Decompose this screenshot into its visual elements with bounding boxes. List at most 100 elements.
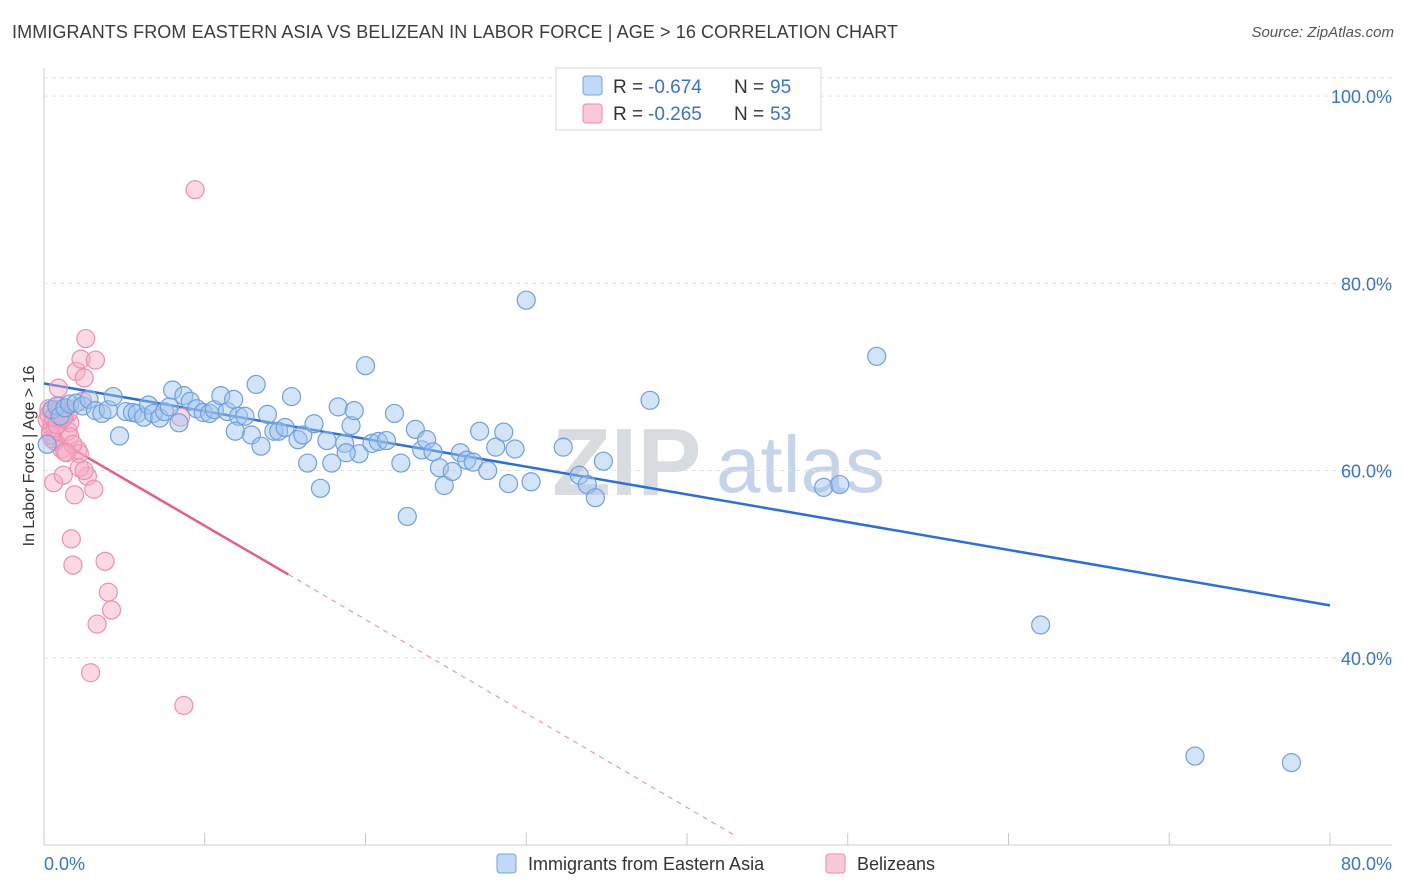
data-point-eastern-asia (251, 436, 271, 456)
data-point-belizean (98, 582, 118, 602)
data-point-belizean (85, 350, 106, 370)
data-point-eastern-asia (494, 422, 514, 442)
data-point-belizean (174, 695, 194, 716)
data-point-eastern-asia (1031, 615, 1051, 635)
data-point-eastern-asia (163, 380, 183, 400)
x-ticks (43, 833, 1331, 845)
legend-r-value-pink: -0.265 (648, 104, 702, 125)
data-point-eastern-asia (328, 397, 348, 417)
data-point-belizean (56, 443, 77, 463)
watermark-atlas: atlas (716, 420, 885, 509)
data-point-eastern-asia (225, 421, 245, 441)
legend-swatch-blue (582, 75, 603, 96)
data-point-eastern-asia (498, 474, 519, 494)
data-point-eastern-asia (516, 290, 536, 310)
trend-line-belizean-extension (288, 573, 736, 837)
data-point-eastern-asia (217, 401, 237, 422)
data-point-belizean (101, 600, 122, 620)
data-point-eastern-asia (235, 406, 255, 426)
data-point-belizean (63, 555, 83, 575)
series-legend-swatch-blue (496, 853, 517, 874)
data-point-eastern-asia (304, 414, 324, 434)
data-point-belizean (61, 529, 81, 549)
data-point-eastern-asia (505, 439, 525, 459)
series-legend-label-blue: Immigrants from Eastern Asia (528, 854, 765, 874)
data-point-belizean (84, 479, 104, 499)
data-point-eastern-asia (224, 389, 244, 409)
gridlines (44, 76, 1392, 659)
data-point-eastern-asia (429, 458, 450, 478)
chart-source: Source: ZipAtlas.com (1251, 24, 1394, 41)
legend-n-value-blue: 95 (770, 77, 791, 98)
data-point-belizean (48, 378, 69, 398)
data-point-belizean (64, 485, 85, 505)
data-point-eastern-asia (368, 431, 388, 452)
data-point-eastern-asia (416, 430, 437, 450)
data-point-eastern-asia (355, 356, 376, 376)
data-point-belizean (185, 180, 205, 200)
data-point-eastern-asia (281, 386, 302, 407)
x-tick-label-min: 0.0% (44, 854, 85, 874)
y-tick-labels: 40.0% 60.0% 80.0% 100.0% (1331, 87, 1392, 669)
stats-legend: R = -0.674 N = 95 R = -0.265 N = 53 (555, 67, 822, 131)
data-point-eastern-asia (376, 430, 396, 451)
data-point-eastern-asia (521, 472, 541, 492)
data-point-eastern-asia (553, 437, 573, 457)
data-point-eastern-asia (442, 461, 462, 482)
data-point-eastern-asia (341, 416, 361, 436)
data-point-eastern-asia (344, 401, 364, 421)
data-point-belizean (71, 349, 91, 369)
data-point-eastern-asia (867, 346, 887, 366)
data-point-belizean (95, 551, 115, 571)
data-point-belizean (74, 368, 94, 388)
data-point-belizean (87, 614, 107, 634)
y-tick-label: 60.0% (1341, 462, 1392, 482)
data-point-belizean (55, 442, 75, 462)
y-tick-label: 80.0% (1341, 274, 1392, 294)
data-point-eastern-asia (486, 437, 506, 457)
legend-r-label-blue: R = (613, 77, 643, 98)
data-point-eastern-asia (397, 506, 417, 527)
data-point-eastern-asia (593, 451, 614, 471)
data-point-belizean (74, 460, 94, 481)
data-point-eastern-asia (264, 421, 284, 441)
y-tick-label: 100.0% (1331, 87, 1392, 107)
data-point-eastern-asia (103, 386, 123, 407)
data-point-eastern-asia (322, 453, 342, 473)
data-point-eastern-asia (246, 374, 266, 395)
data-point-eastern-asia (298, 453, 318, 473)
data-point-eastern-asia (134, 407, 154, 427)
legend-r-label-pink: R = (613, 104, 643, 125)
data-point-eastern-asia (814, 477, 834, 497)
legend-swatch-pink (582, 103, 603, 124)
data-point-eastern-asia (275, 417, 295, 438)
x-tick-label-max: 80.0% (1341, 854, 1392, 874)
data-point-eastern-asia (257, 404, 278, 424)
data-point-belizean (44, 473, 64, 493)
legend-n-label-pink: N = (734, 104, 764, 125)
data-point-eastern-asia (228, 406, 249, 426)
legend-r-value-blue: -0.674 (648, 77, 702, 98)
data-point-eastern-asia (478, 460, 498, 481)
data-point-eastern-asia (169, 413, 189, 433)
data-point-belizean (81, 663, 101, 683)
trend-line-eastern-asia (43, 382, 1331, 607)
y-axis-label: In Labor Force | Age > 16 (21, 366, 38, 547)
data-point-eastern-asia (180, 391, 200, 411)
data-point-eastern-asia (1185, 746, 1205, 766)
series-legend-swatch-pink (825, 853, 846, 874)
data-point-eastern-asia (470, 421, 490, 441)
belizean-points (37, 180, 205, 716)
data-point-eastern-asia (310, 478, 331, 498)
data-point-eastern-asia (193, 402, 213, 423)
data-point-eastern-asia (423, 442, 443, 462)
data-point-eastern-asia (336, 443, 356, 463)
chart-title: IMMIGRANTS FROM EASTERN ASIA VS BELIZEAN… (12, 22, 899, 42)
data-point-eastern-asia (391, 453, 411, 473)
series-legend-label-pink: Belizeans (857, 854, 935, 874)
data-point-eastern-asia (79, 389, 99, 409)
data-point-eastern-asia (585, 488, 605, 508)
data-point-eastern-asia (1281, 753, 1302, 773)
data-point-belizean (66, 361, 86, 381)
